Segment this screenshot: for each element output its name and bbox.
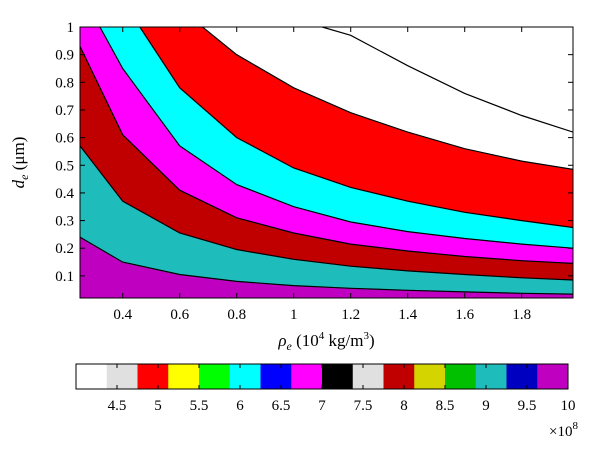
contour-region-3 [80,46,573,298]
x-tick-label: 1.8 [512,307,531,323]
x-tick-label: 0.8 [227,307,246,323]
contour-line-5 [139,27,573,229]
x-tick-label: 1 [290,307,298,323]
contour-line-1 [80,236,573,295]
contour-line-3 [80,46,573,264]
colorbar-tick-label: 6.5 [272,398,291,414]
colorbar-tick-label: 8.5 [436,398,455,414]
colorbar-swatch [229,364,261,389]
colorbar-tick-label: 8 [400,398,408,414]
contour-line-7 [322,27,573,133]
colorbar-tick-label: 7.5 [354,398,373,414]
contour-region-2 [80,145,573,298]
colorbar-swatch [445,364,477,389]
x-axis-label: ρe (104 kg/m3) [277,330,374,353]
x-tick-label: 1.2 [341,307,360,323]
y-tick-label: 0.2 [55,241,74,257]
colorbar-swatch [506,364,538,389]
x-tick-label: 1.4 [398,307,417,323]
y-tick-label: 1 [67,20,75,36]
colorbar-swatch [199,364,231,389]
y-tick-label: 0.6 [55,131,74,147]
colorbar-swatch [352,364,384,389]
colorbar-swatch [168,364,200,389]
colorbar-multiplier: ×108 [549,420,578,440]
contour-region-1 [80,237,573,298]
y-tick-label: 0.7 [55,103,74,119]
x-axis: 0.4 0.6 0.8 1 1.2 1.4 1.6 1.8 [113,27,531,323]
colorbar-swatch [383,364,415,389]
x-tick-label: 1.6 [455,307,474,323]
colorbar: 4.5 5 5.5 6 6.5 7 7.5 8 8.5 9 9.5 10 [75,363,576,414]
colorbar-tick-label: 9 [482,398,490,414]
colorbar-tick-label: 7 [318,398,326,414]
y-tick-label: 0.5 [55,158,74,174]
colorbar-swatch [537,364,569,389]
colorbar-swatch [76,364,108,389]
y-tick-label: 0.1 [55,269,74,285]
y-tick-label: 0.3 [55,214,74,230]
colorbar-swatch [106,364,138,389]
colorbar-swatch [260,364,292,389]
colorbar-swatch [475,364,507,389]
colorbar-tick-label: 6 [236,398,244,414]
y-tick-label: 0.9 [55,48,74,64]
contour-lines [80,27,573,295]
plot-frame [79,26,574,299]
contour-line-2 [80,145,573,281]
colorbar-tick-label: 5 [154,398,162,414]
colorbar-tick-label: 4.5 [108,398,127,414]
colorbar-tick-label: 10 [561,398,576,414]
colorbar-swatch [291,364,323,389]
colorbar-swatch [137,364,169,389]
colorbar-swatch [414,364,446,389]
x-tick-label: 0.6 [170,307,189,323]
y-axis-label: de (μm) [9,137,31,189]
colorbar-tick-label: 9.5 [518,398,537,414]
contour-line-4 [99,27,573,249]
y-tick-label: 0.4 [55,186,74,202]
colorbar-tick-label: 5.5 [190,398,209,414]
x-tick-label: 0.4 [113,307,132,323]
y-axis: 0.1 0.2 0.3 0.4 0.5 0.6 0.7 0.8 0.9 1 [55,20,573,285]
colorbar-swatch [322,364,354,389]
contour-regions [80,27,573,298]
y-tick-label: 0.8 [55,75,74,91]
contour-line-6 [202,27,573,170]
